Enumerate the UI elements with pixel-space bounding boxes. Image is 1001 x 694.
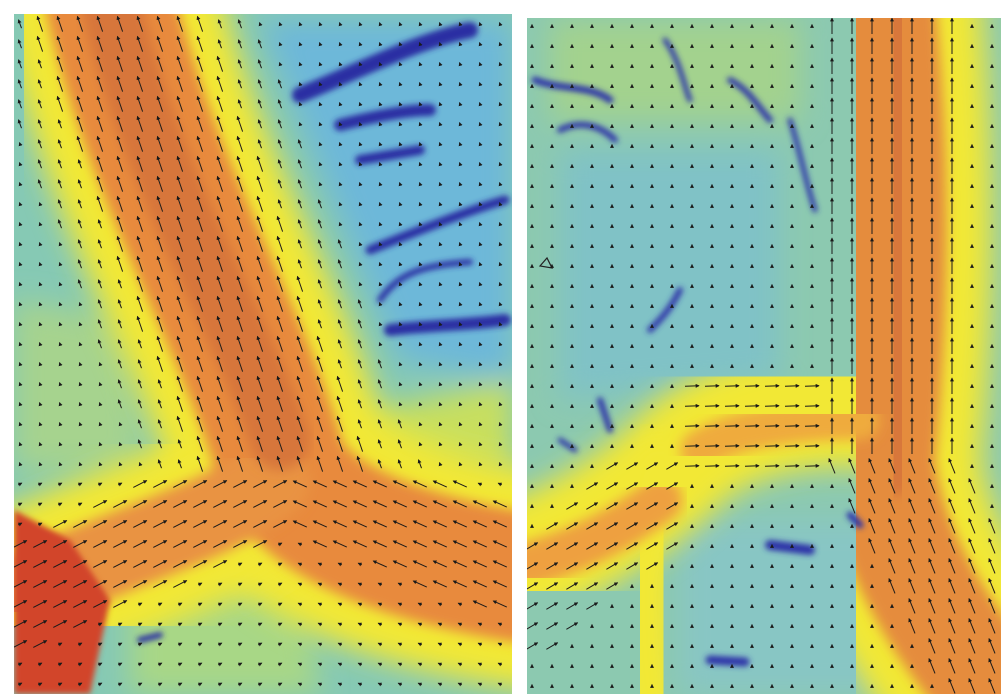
- vector: [745, 426, 759, 427]
- vector: [765, 426, 779, 427]
- right-panel: [520, 0, 1001, 694]
- vector: [785, 386, 799, 387]
- vector: [805, 466, 819, 467]
- vector: [685, 446, 699, 447]
- vector: [765, 386, 779, 387]
- vector: [725, 426, 739, 427]
- vector: [745, 446, 759, 447]
- vector: [705, 446, 719, 447]
- vector: [745, 466, 759, 467]
- vector: [725, 386, 739, 387]
- vector: [785, 446, 799, 447]
- vector: [705, 406, 719, 407]
- vector: [705, 466, 719, 467]
- vector: [705, 386, 719, 387]
- vector: [765, 406, 779, 407]
- vector: [685, 406, 699, 407]
- vector: [765, 466, 779, 467]
- vector: [725, 406, 739, 407]
- vector: [785, 406, 799, 407]
- vector: [805, 406, 819, 407]
- vector: [725, 466, 739, 467]
- vector: [685, 466, 699, 467]
- vector: [785, 466, 799, 467]
- flow-figure: [0, 0, 1001, 694]
- page: (() => { const data = JSON.parse(documen…: [0, 0, 1001, 694]
- vector: [805, 426, 819, 427]
- left-panel: [13, 0, 540, 694]
- vector: [685, 426, 699, 427]
- vector: [705, 426, 719, 427]
- vector: [785, 426, 799, 427]
- vector: [685, 386, 699, 387]
- vector: [805, 446, 819, 447]
- vector: [745, 386, 759, 387]
- vector: [765, 446, 779, 447]
- vector: [725, 446, 739, 447]
- vector: [805, 386, 819, 387]
- vector: [745, 406, 759, 407]
